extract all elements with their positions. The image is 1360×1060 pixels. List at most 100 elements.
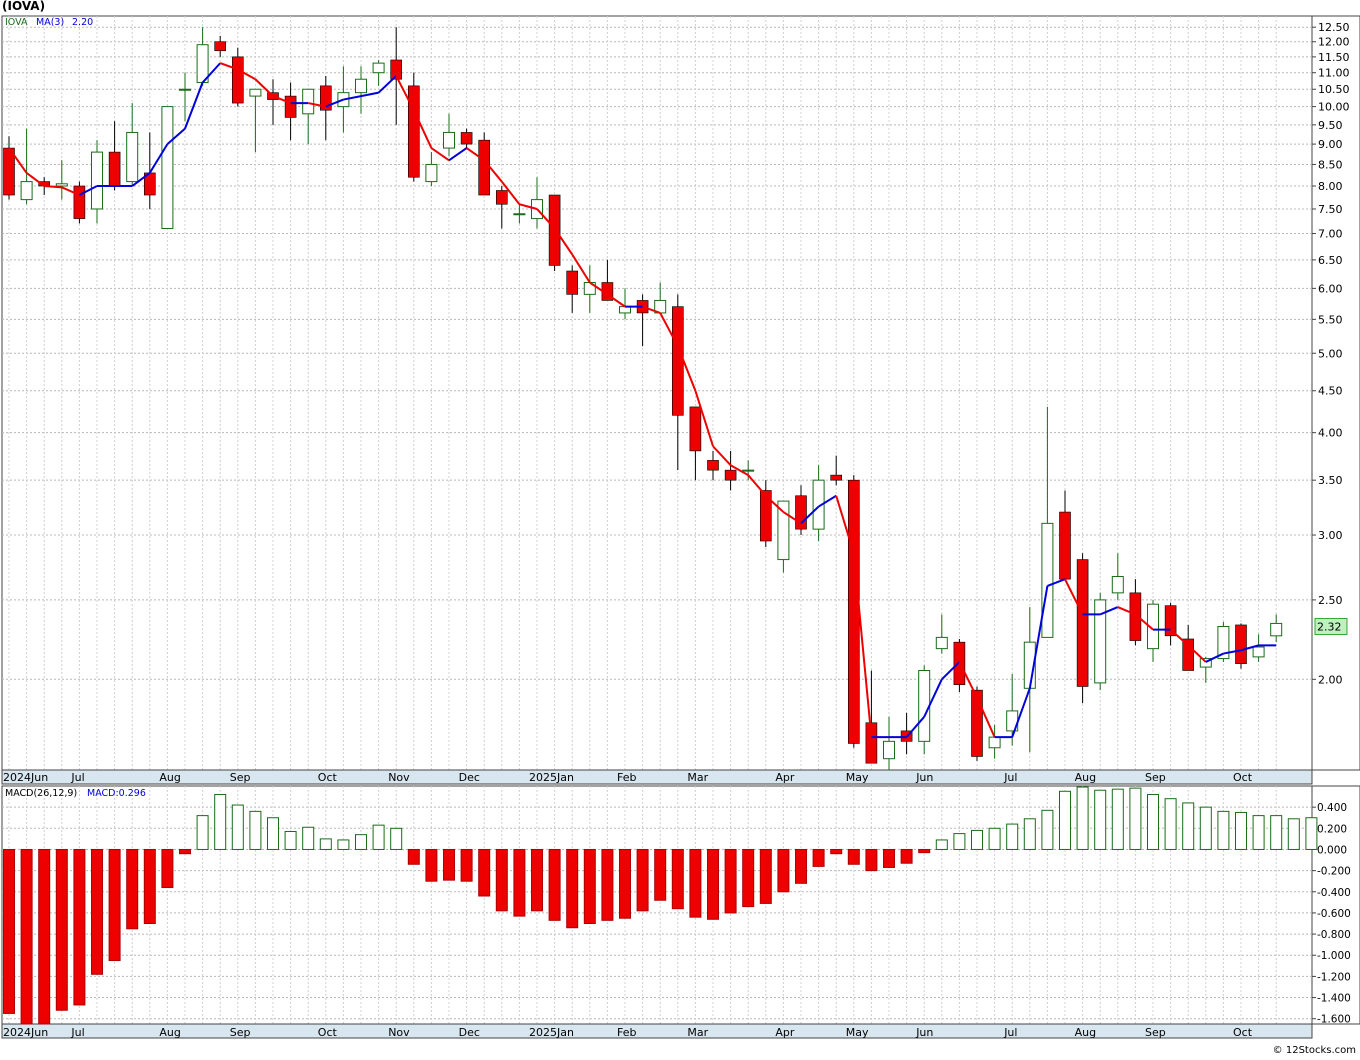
ma3-segment: [466, 147, 485, 162]
ma3-segment: [694, 390, 714, 447]
candle-up: [425, 163, 438, 183]
ma3-segment: [905, 716, 925, 738]
macd-xtick-label: Jul: [70, 1026, 84, 1039]
ma3-segment: [325, 98, 344, 108]
macd-bar-negative: [20, 848, 33, 1025]
ma3-segment: [272, 95, 291, 104]
candle-down: [390, 59, 403, 80]
macd-xtick-label: Aug: [1075, 1026, 1096, 1039]
ma3-segment: [765, 495, 785, 513]
macd-xtick-label: Aug: [159, 1026, 180, 1039]
macd-bar-negative: [478, 848, 491, 897]
macd-bar-negative: [636, 848, 649, 912]
macd-bar-negative: [918, 848, 931, 854]
macd-bar-negative: [407, 848, 420, 865]
macd-bar-negative: [759, 848, 772, 904]
chart-title: (IOVA): [2, 0, 46, 13]
macd-bar-positive: [1217, 810, 1230, 850]
ma3-segment: [360, 91, 379, 98]
ma3-segment: [659, 312, 679, 347]
candle-up: [1094, 599, 1107, 684]
candle-down: [1129, 592, 1142, 641]
macd-bar-positive: [249, 810, 262, 850]
macd-bar-negative: [73, 848, 86, 1006]
price-xtick-label: Apr: [775, 771, 795, 784]
candle-down: [1059, 511, 1071, 580]
candle-down: [1164, 605, 1177, 637]
price-xtick-label: Oct: [318, 771, 338, 784]
macd-xtick-label: Oct: [318, 1026, 338, 1039]
macd-bar-negative: [460, 848, 473, 882]
macd-xaxis-band: [1, 1023, 1313, 1039]
ma3-segment: [941, 661, 961, 681]
macd-bar-positive: [319, 838, 332, 850]
ma3-segment: [519, 203, 538, 210]
ma3-segment: [61, 186, 80, 196]
candle-down: [495, 190, 508, 205]
macd-bar-positive: [935, 839, 948, 850]
candle-down: [407, 85, 420, 178]
macd-bar-negative: [689, 848, 702, 918]
ma3-segment: [395, 75, 415, 111]
candle-up: [988, 736, 1001, 749]
price-xaxis-band: [1, 769, 1313, 785]
macd-bar-positive: [284, 830, 297, 850]
candle-down: [214, 41, 226, 52]
macd-xtick-label: Sep: [1145, 1026, 1166, 1039]
price-xtick-label: 2025Jan: [529, 771, 574, 784]
macd-tick-label: -1.200: [1317, 971, 1351, 983]
candle-down: [1076, 559, 1089, 687]
candle-up: [883, 740, 895, 760]
ma3-segment: [430, 147, 450, 162]
macd-bar-negative: [443, 848, 455, 881]
ma3-segment: [448, 147, 468, 162]
footer-credit: © 12Stocks.com: [1272, 1045, 1356, 1056]
ma3-segment: [166, 127, 186, 145]
price-xtick-label: Aug: [159, 771, 180, 784]
price-xtick-label: Sep: [1145, 771, 1166, 784]
ma3-segment: [642, 305, 661, 314]
macd-bar-negative: [126, 848, 139, 930]
candle-up: [742, 469, 755, 472]
candle-up: [443, 131, 455, 149]
price-tick-label: 2.00: [1318, 673, 1343, 686]
macd-bar-negative: [495, 848, 508, 912]
macd-bar-negative: [143, 848, 156, 925]
macd-tick-label: -1.600: [1317, 1014, 1351, 1026]
macd-bar-positive: [1182, 802, 1195, 850]
macd-tick-label: -0.800: [1317, 929, 1351, 941]
price-tick-label: 4.50: [1318, 385, 1343, 398]
price-tick-label: 10.50: [1318, 83, 1350, 96]
price-tick-label: 2.50: [1318, 594, 1343, 607]
macd-tick-label: -1.400: [1317, 993, 1351, 1005]
ma3-segment: [553, 227, 574, 256]
macd-tick-label: 0.200: [1317, 823, 1347, 835]
ma3-segment: [852, 553, 873, 738]
macd-xtick-label: 2025Jan: [529, 1026, 574, 1039]
price-xtick-label: Jul: [1003, 771, 1017, 784]
ma3-segment: [343, 95, 362, 101]
macd-xtick-label: Mar: [687, 1026, 708, 1039]
macd-bar-negative: [619, 848, 631, 919]
ma3-segment: [148, 143, 169, 174]
macd-bar-negative: [777, 848, 790, 893]
price-xtick-label: Jun: [915, 771, 933, 784]
ma3-segment: [571, 253, 591, 284]
price-tick-label: 11.50: [1318, 51, 1350, 64]
ma3-segment: [483, 159, 503, 183]
candle-up: [372, 62, 385, 74]
macd-xtick-label: Sep: [230, 1026, 251, 1039]
candle-down: [759, 490, 772, 542]
price-xtick-label: May: [846, 771, 869, 784]
price-tick-label: 3.00: [1318, 529, 1343, 542]
ma3-segment: [1064, 578, 1084, 615]
macd-bar-negative: [865, 848, 878, 872]
candle-up: [935, 636, 948, 650]
candle-up: [1199, 658, 1212, 668]
ma3-segment: [730, 464, 749, 476]
candle-down: [566, 270, 579, 295]
price-xtick-label: Mar: [687, 771, 708, 784]
ma3-segment: [1223, 649, 1242, 655]
ma3-segment: [923, 678, 943, 718]
